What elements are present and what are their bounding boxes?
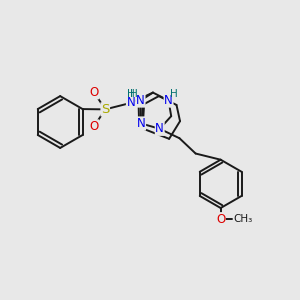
Text: O: O xyxy=(89,120,99,133)
Text: N: N xyxy=(155,122,164,135)
Text: S: S xyxy=(101,103,110,116)
Text: O: O xyxy=(89,86,99,99)
Text: N: N xyxy=(136,94,145,107)
Text: H: H xyxy=(130,89,138,99)
Text: N: N xyxy=(164,94,173,107)
Text: N: N xyxy=(127,96,135,110)
Text: H: H xyxy=(170,89,178,99)
Text: O: O xyxy=(216,213,225,226)
Text: H: H xyxy=(127,89,135,99)
Text: CH₃: CH₃ xyxy=(233,214,252,224)
Text: N: N xyxy=(137,117,146,130)
